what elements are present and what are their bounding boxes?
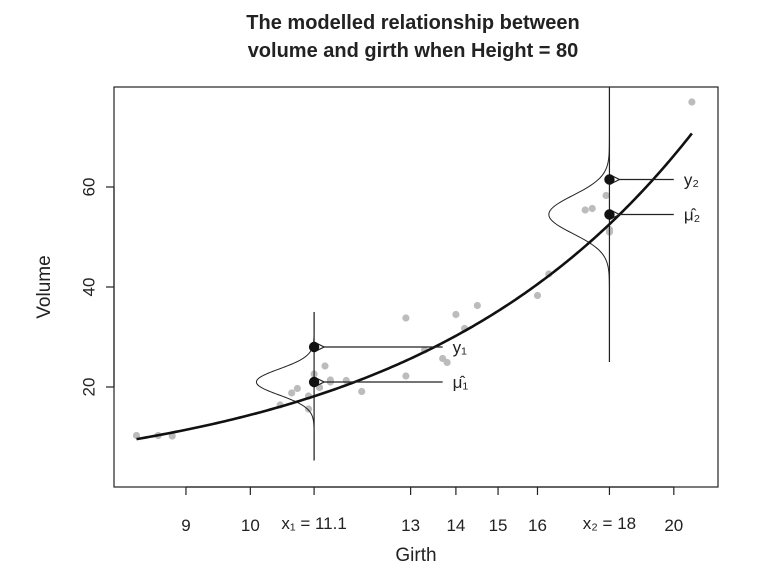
x-axis: 9 10 13 14 15 16 20 x₁ = 11.1 x₂ = 18 <box>181 486 683 535</box>
x-tick-label: 9 <box>181 516 190 535</box>
fitted-curve-layer <box>136 132 693 441</box>
x-tick-label: 20 <box>664 516 683 535</box>
density-curve <box>548 87 610 362</box>
data-point <box>402 314 410 322</box>
x-axis-label: Girth <box>395 545 436 566</box>
data-point <box>581 206 589 214</box>
highlight-annotations: y₁ μ̂₁ y₂ μ̂₂ <box>308 171 700 392</box>
data-point <box>321 362 329 370</box>
x-special-tick-label: x₁ = 11.1 <box>281 514 346 533</box>
highlighted-point <box>308 376 320 388</box>
data-point <box>293 384 301 393</box>
y-tick-label: 20 <box>79 378 98 397</box>
data-point <box>602 191 610 200</box>
annotation-label: y₂ <box>684 171 699 190</box>
y-axis-label: Volume <box>34 255 55 318</box>
density-curves <box>255 87 611 461</box>
data-point <box>588 204 596 213</box>
data-point <box>402 372 410 380</box>
x-special-tick-label: x₂ = 18 <box>583 514 636 533</box>
highlighted-point <box>604 174 615 185</box>
data-point <box>473 301 481 310</box>
annotation-label: μ̂₂ <box>684 206 700 225</box>
x-tick-label: 15 <box>489 516 508 535</box>
data-point <box>452 310 460 319</box>
x-tick-label: 13 <box>401 516 420 535</box>
y-tick-label: 40 <box>79 278 98 297</box>
y-axis: 20 40 60 <box>79 178 115 397</box>
highlighted-point <box>308 341 320 353</box>
density-curve <box>255 312 315 461</box>
data-point <box>132 431 141 440</box>
x-tick-label: 16 <box>528 516 547 535</box>
data-point <box>358 387 366 396</box>
y-tick-label: 60 <box>79 178 98 197</box>
annotation-label: μ̂₁ <box>453 373 469 392</box>
x-tick-label: 10 <box>241 516 260 535</box>
chart-title-line-1: The modelled relationship between <box>246 12 579 34</box>
data-point <box>443 358 451 367</box>
data-point <box>688 98 696 106</box>
annotation-label: y₁ <box>453 338 468 357</box>
x-tick-label: 14 <box>446 516 465 535</box>
data-point <box>533 291 542 300</box>
data-point <box>288 389 296 397</box>
chart-title-line-2: volume and girth when Height = 80 <box>248 40 579 62</box>
fitted-curve <box>136 132 693 441</box>
scatter-points <box>132 98 696 440</box>
data-point <box>304 405 313 413</box>
highlighted-point <box>604 209 615 220</box>
